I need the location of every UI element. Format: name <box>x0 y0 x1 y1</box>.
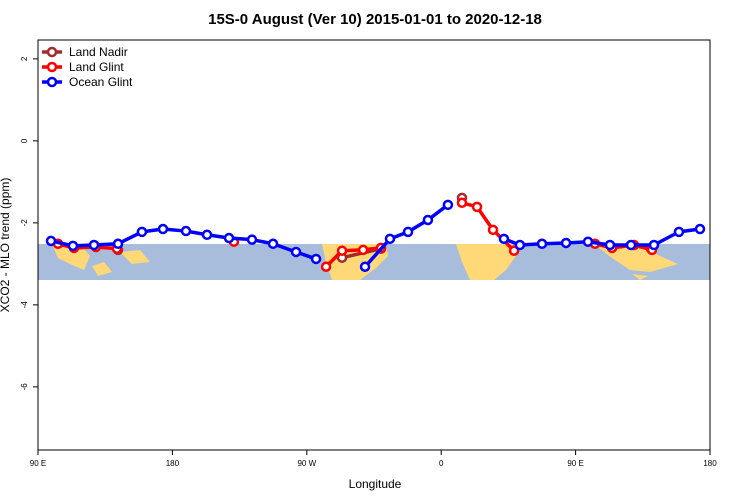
data-point <box>582 236 594 247</box>
data-point <box>157 223 169 235</box>
x-tick-label: 90 E <box>567 459 583 468</box>
data-point <box>422 214 434 226</box>
x-tick-label: 90 W <box>297 459 316 468</box>
data-point <box>648 239 660 251</box>
data-point <box>560 237 572 249</box>
data-point <box>514 239 526 251</box>
y-tick-label: -4 <box>20 301 29 309</box>
legend-label: Ocean Glint <box>69 75 133 89</box>
data-point <box>456 197 468 209</box>
x-tick-label: 90 E <box>30 459 46 468</box>
series-line <box>57 201 653 268</box>
data-point <box>625 239 637 251</box>
x-tick-label: 0 <box>439 459 444 468</box>
data-point <box>508 245 520 256</box>
data-point <box>536 238 548 250</box>
data-point <box>487 224 499 236</box>
data-point <box>201 229 213 240</box>
data-point <box>402 226 414 238</box>
data-point <box>310 253 322 265</box>
data-point <box>673 226 685 238</box>
data-point <box>112 238 124 250</box>
plot-frame <box>37 39 711 451</box>
data-point <box>180 225 192 237</box>
x-axis-label: Longitude <box>349 477 402 491</box>
legend-marker <box>46 46 58 58</box>
y-tick-label: -2 <box>20 219 29 227</box>
data-point <box>88 239 100 251</box>
x-tick-label: 180 <box>166 459 180 468</box>
legend-marker <box>46 61 58 73</box>
x-tick-label: 180 <box>703 459 717 468</box>
data-point <box>359 261 371 272</box>
data-point <box>45 235 57 247</box>
data-point <box>267 238 279 250</box>
data-point <box>384 233 396 245</box>
data-point <box>246 234 258 245</box>
data-point <box>320 261 332 272</box>
legend-label: Land Glint <box>69 60 124 74</box>
y-tick-label: 2 <box>20 56 29 61</box>
y-tick-label: 0 <box>20 138 29 143</box>
data-point <box>604 239 616 251</box>
data-point <box>136 226 148 238</box>
legend-label: Land Nadir <box>69 45 128 59</box>
legend-marker <box>46 76 58 88</box>
y-tick-label: -6 <box>20 383 29 391</box>
data-point <box>290 246 302 258</box>
chart-title: 15S-0 August (Ver 10) 2015-01-01 to 2020… <box>208 11 542 28</box>
data-point <box>67 240 79 252</box>
data-point <box>694 223 706 235</box>
data-point <box>357 244 369 256</box>
data-point <box>336 245 348 256</box>
data-point <box>223 232 235 244</box>
data-point <box>498 233 510 245</box>
data-point <box>471 201 483 213</box>
data-point <box>442 199 454 211</box>
y-axis-label: XCO2 - MLO trend (ppm) <box>0 178 12 313</box>
